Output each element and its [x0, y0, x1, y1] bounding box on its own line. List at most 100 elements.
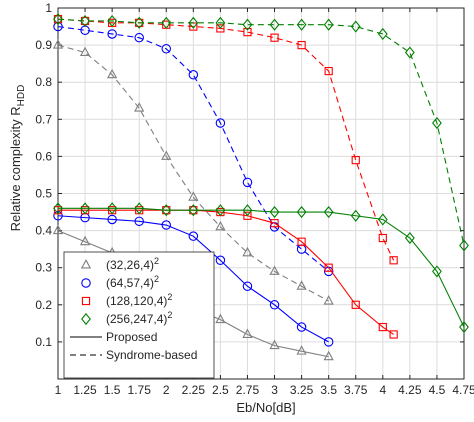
data-point	[242, 281, 253, 291]
data-point	[215, 255, 226, 266]
series-group	[53, 13, 469, 334]
data-point	[459, 239, 469, 252]
data-point	[242, 18, 253, 31]
y-tick-label: 0.2	[35, 298, 52, 312]
data-point	[52, 224, 64, 235]
y-tick-label: 0.8	[35, 75, 52, 89]
legend-marker	[81, 312, 91, 326]
legend: (32,26,4)2 (64,57,4)2 (128,120,4)2 (256,247…	[63, 251, 215, 379]
axes: 1 1.25 1.5 1.75 2 2.25 2.5 2.75 3 3.25 3.5 3.75 4 4.2…	[35, 1, 474, 397]
y-tick-label: 1	[45, 1, 52, 15]
data-point	[323, 205, 334, 219]
series-line-proposed	[58, 207, 465, 328]
y-axis-label-subscript: HDD	[16, 85, 27, 107]
y-tick-label: 0.4	[35, 224, 52, 238]
data-point	[270, 219, 279, 228]
data-point	[323, 18, 334, 31]
legend-label: Syndrome-based	[106, 348, 197, 362]
data-point	[350, 209, 361, 222]
x-tick-label: 1.75	[128, 383, 152, 397]
data-point	[161, 220, 172, 230]
data-point	[404, 46, 415, 59]
x-tick-label: 3.5	[320, 383, 337, 397]
data-point	[242, 177, 253, 188]
legend-label-superscript: 2	[154, 274, 159, 284]
x-tick-label: 4.25	[398, 383, 422, 397]
y-axis-label: Relative complexity RHDD	[8, 85, 27, 232]
data-point	[243, 27, 252, 37]
x-tick-label: 2	[163, 383, 170, 397]
data-point	[107, 14, 118, 28]
legend-marker	[81, 278, 91, 288]
x-tick-label: 2.5	[212, 383, 229, 397]
x-tick-label: 4	[379, 383, 386, 397]
series-line-syndrome-based	[57, 18, 465, 246]
data-point	[53, 13, 63, 26]
data-point	[242, 204, 253, 217]
data-point	[107, 214, 117, 225]
data-point	[269, 300, 280, 310]
y-axis-label-main: Relative complexity R	[8, 106, 23, 231]
data-point	[134, 216, 144, 227]
data-point	[215, 118, 226, 128]
legend-label: (32,26,4)2	[106, 256, 159, 272]
y-tick-label: 0.1	[35, 335, 52, 349]
x-tick-label: 4.5	[429, 383, 446, 397]
data-point	[188, 231, 199, 241]
series-line-proposed	[58, 209, 394, 335]
data-point	[188, 16, 199, 29]
data-point	[324, 263, 333, 272]
y-tick-label: 0.9	[35, 38, 52, 52]
x-tick-label: 2.25	[182, 383, 206, 397]
data-point	[134, 102, 145, 112]
legend-label-superscript: 2	[154, 256, 159, 266]
x-tick-label: 2.75	[236, 383, 260, 397]
data-point	[297, 237, 306, 246]
data-point	[269, 18, 280, 31]
data-point	[459, 320, 469, 334]
data-point	[188, 204, 199, 217]
data-point	[215, 16, 226, 29]
series-line-syndrome-based	[57, 18, 395, 261]
data-point	[161, 150, 172, 160]
data-point	[269, 265, 280, 275]
x-tick-label: 3	[271, 383, 278, 397]
legend-marker	[81, 296, 91, 306]
data-point	[432, 116, 442, 130]
data-point	[107, 202, 118, 215]
data-point	[296, 280, 307, 290]
data-point	[79, 235, 91, 246]
series-line-proposed	[57, 215, 329, 343]
data-point	[351, 300, 360, 309]
data-point	[134, 16, 145, 29]
data-point	[404, 231, 415, 245]
x-tick-label: 1.5	[104, 383, 121, 397]
data-point	[161, 16, 172, 29]
data-point	[188, 191, 199, 201]
data-point	[107, 68, 118, 79]
legend-marker	[80, 259, 92, 269]
data-point	[389, 256, 398, 265]
y-tick-label: 0.3	[35, 261, 52, 275]
data-point	[377, 213, 388, 226]
data-point	[215, 220, 226, 231]
x-tick-label: 3.75	[344, 383, 368, 397]
data-point	[432, 265, 442, 278]
data-point	[215, 313, 226, 324]
legend-label: (64,57,4)2	[106, 274, 159, 290]
data-point	[296, 205, 307, 219]
legend-label-superscript: 2	[167, 310, 172, 320]
data-point	[107, 29, 117, 39]
x-tick-label: 1.25	[73, 383, 97, 397]
legend-box	[63, 251, 215, 379]
data-point	[161, 204, 172, 217]
data-point	[323, 295, 334, 305]
series-line-syndrome-based	[57, 44, 329, 302]
data-point	[80, 202, 90, 215]
data-point	[389, 330, 398, 339]
data-point	[243, 211, 252, 220]
data-point	[378, 322, 387, 332]
data-point	[377, 27, 388, 41]
data-point	[324, 66, 333, 76]
